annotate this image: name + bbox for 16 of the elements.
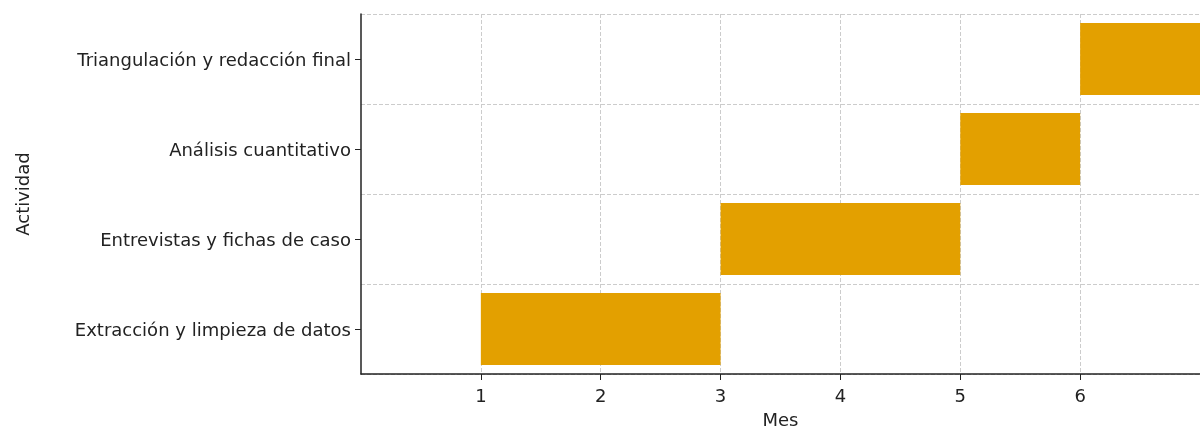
bar: [960, 113, 1081, 185]
y-tick-label: Entrevistas y fichas de caso: [100, 228, 351, 250]
y-axis-title: Actividad: [11, 152, 33, 236]
x-tick-label: 3: [714, 384, 727, 406]
x-tick-label: 1: [475, 384, 487, 406]
x-tick-label: 5: [954, 384, 967, 406]
x-tick-label: 2: [594, 384, 607, 406]
bar: [720, 203, 961, 275]
x-tick-label: 4: [834, 384, 847, 406]
bar: [480, 293, 721, 365]
bar: [1080, 23, 1200, 95]
x-tick-label: 6: [1074, 384, 1086, 406]
x-axis-title: Mes: [762, 408, 799, 430]
y-tick-label: Triangulación y redacción final: [76, 48, 351, 70]
y-tick-label: Análisis cuantitativo: [169, 138, 351, 160]
y-tick-label: Extracción y limpieza de datos: [74, 318, 351, 340]
